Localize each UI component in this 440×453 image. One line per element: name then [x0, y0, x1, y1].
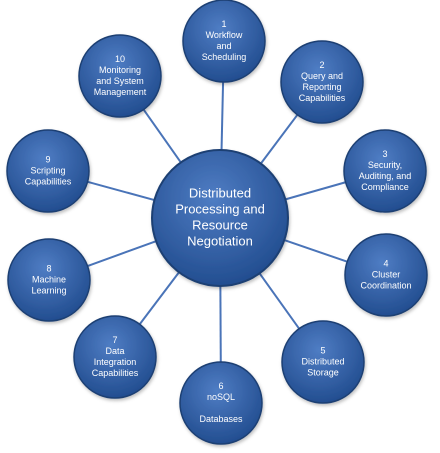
- node-circle: [344, 233, 428, 317]
- connector-line-10: [142, 108, 182, 163]
- node-label: Monitoring: [99, 65, 141, 75]
- connector-line-1: [220, 81, 225, 151]
- node-circle: [78, 34, 162, 118]
- hub-label: Distributed: [189, 185, 251, 200]
- connector-line-7: [138, 271, 180, 325]
- node-number: 2: [319, 60, 324, 70]
- node-label: Integration: [94, 357, 137, 367]
- connector-line-2: [259, 114, 299, 165]
- node-label: Scheduling: [202, 52, 247, 62]
- node-label: Learning: [31, 285, 66, 295]
- connector-line-4: [283, 239, 348, 263]
- node-label: Cluster: [372, 269, 401, 279]
- node-label: Security,: [368, 160, 402, 170]
- node-circle: [343, 129, 427, 213]
- node-label: Compliance: [361, 182, 409, 192]
- node-label: Distributed: [301, 356, 344, 366]
- node-label: Machine: [32, 274, 66, 284]
- node-circle: [7, 238, 91, 322]
- hub-label: Negotiation: [187, 233, 253, 248]
- node-circle: [281, 320, 365, 404]
- node-number: 9: [45, 154, 50, 164]
- node-circle: [280, 40, 364, 124]
- node-number: 3: [382, 149, 387, 159]
- node-label: noSQL: [207, 392, 235, 402]
- node-label: Capabilities: [25, 176, 72, 186]
- connector-lines: [87, 81, 348, 363]
- node-number: 8: [46, 263, 51, 273]
- node-label: Data: [105, 346, 124, 356]
- node-label: and System: [96, 76, 144, 86]
- hub-label: Resource: [192, 217, 248, 232]
- node-label: Coordination: [360, 280, 411, 290]
- node-label: Capabilities: [92, 368, 139, 378]
- node-circle: [6, 129, 90, 213]
- node-label: Workflow: [206, 30, 243, 40]
- node-label: Reporting: [302, 82, 341, 92]
- node-label: and: [216, 41, 231, 51]
- node-label: Management: [94, 87, 147, 97]
- node-circle: [179, 361, 263, 445]
- node-label: Scripting: [30, 165, 65, 175]
- node-circle: [73, 315, 157, 399]
- node-label: Capabilities: [299, 93, 346, 103]
- hub-circle: [151, 149, 289, 287]
- node-number: 10: [115, 54, 125, 64]
- node-number: 1: [221, 19, 226, 29]
- connector-line-5: [258, 272, 300, 330]
- node-number: 5: [320, 345, 325, 355]
- node-label: Storage: [307, 367, 339, 377]
- node-label: Auditing, and: [359, 171, 412, 181]
- connector-line-9: [87, 180, 155, 202]
- connector-line-3: [285, 181, 346, 201]
- connector-line-8: [87, 240, 157, 267]
- node-number: 7: [112, 335, 117, 345]
- node-number: 6: [218, 381, 223, 391]
- hub-label: Processing and: [175, 201, 265, 216]
- node-circle: [182, 0, 266, 83]
- node-label: Query and: [301, 71, 343, 81]
- node-label: Databases: [199, 414, 243, 424]
- node-number: 4: [383, 258, 388, 268]
